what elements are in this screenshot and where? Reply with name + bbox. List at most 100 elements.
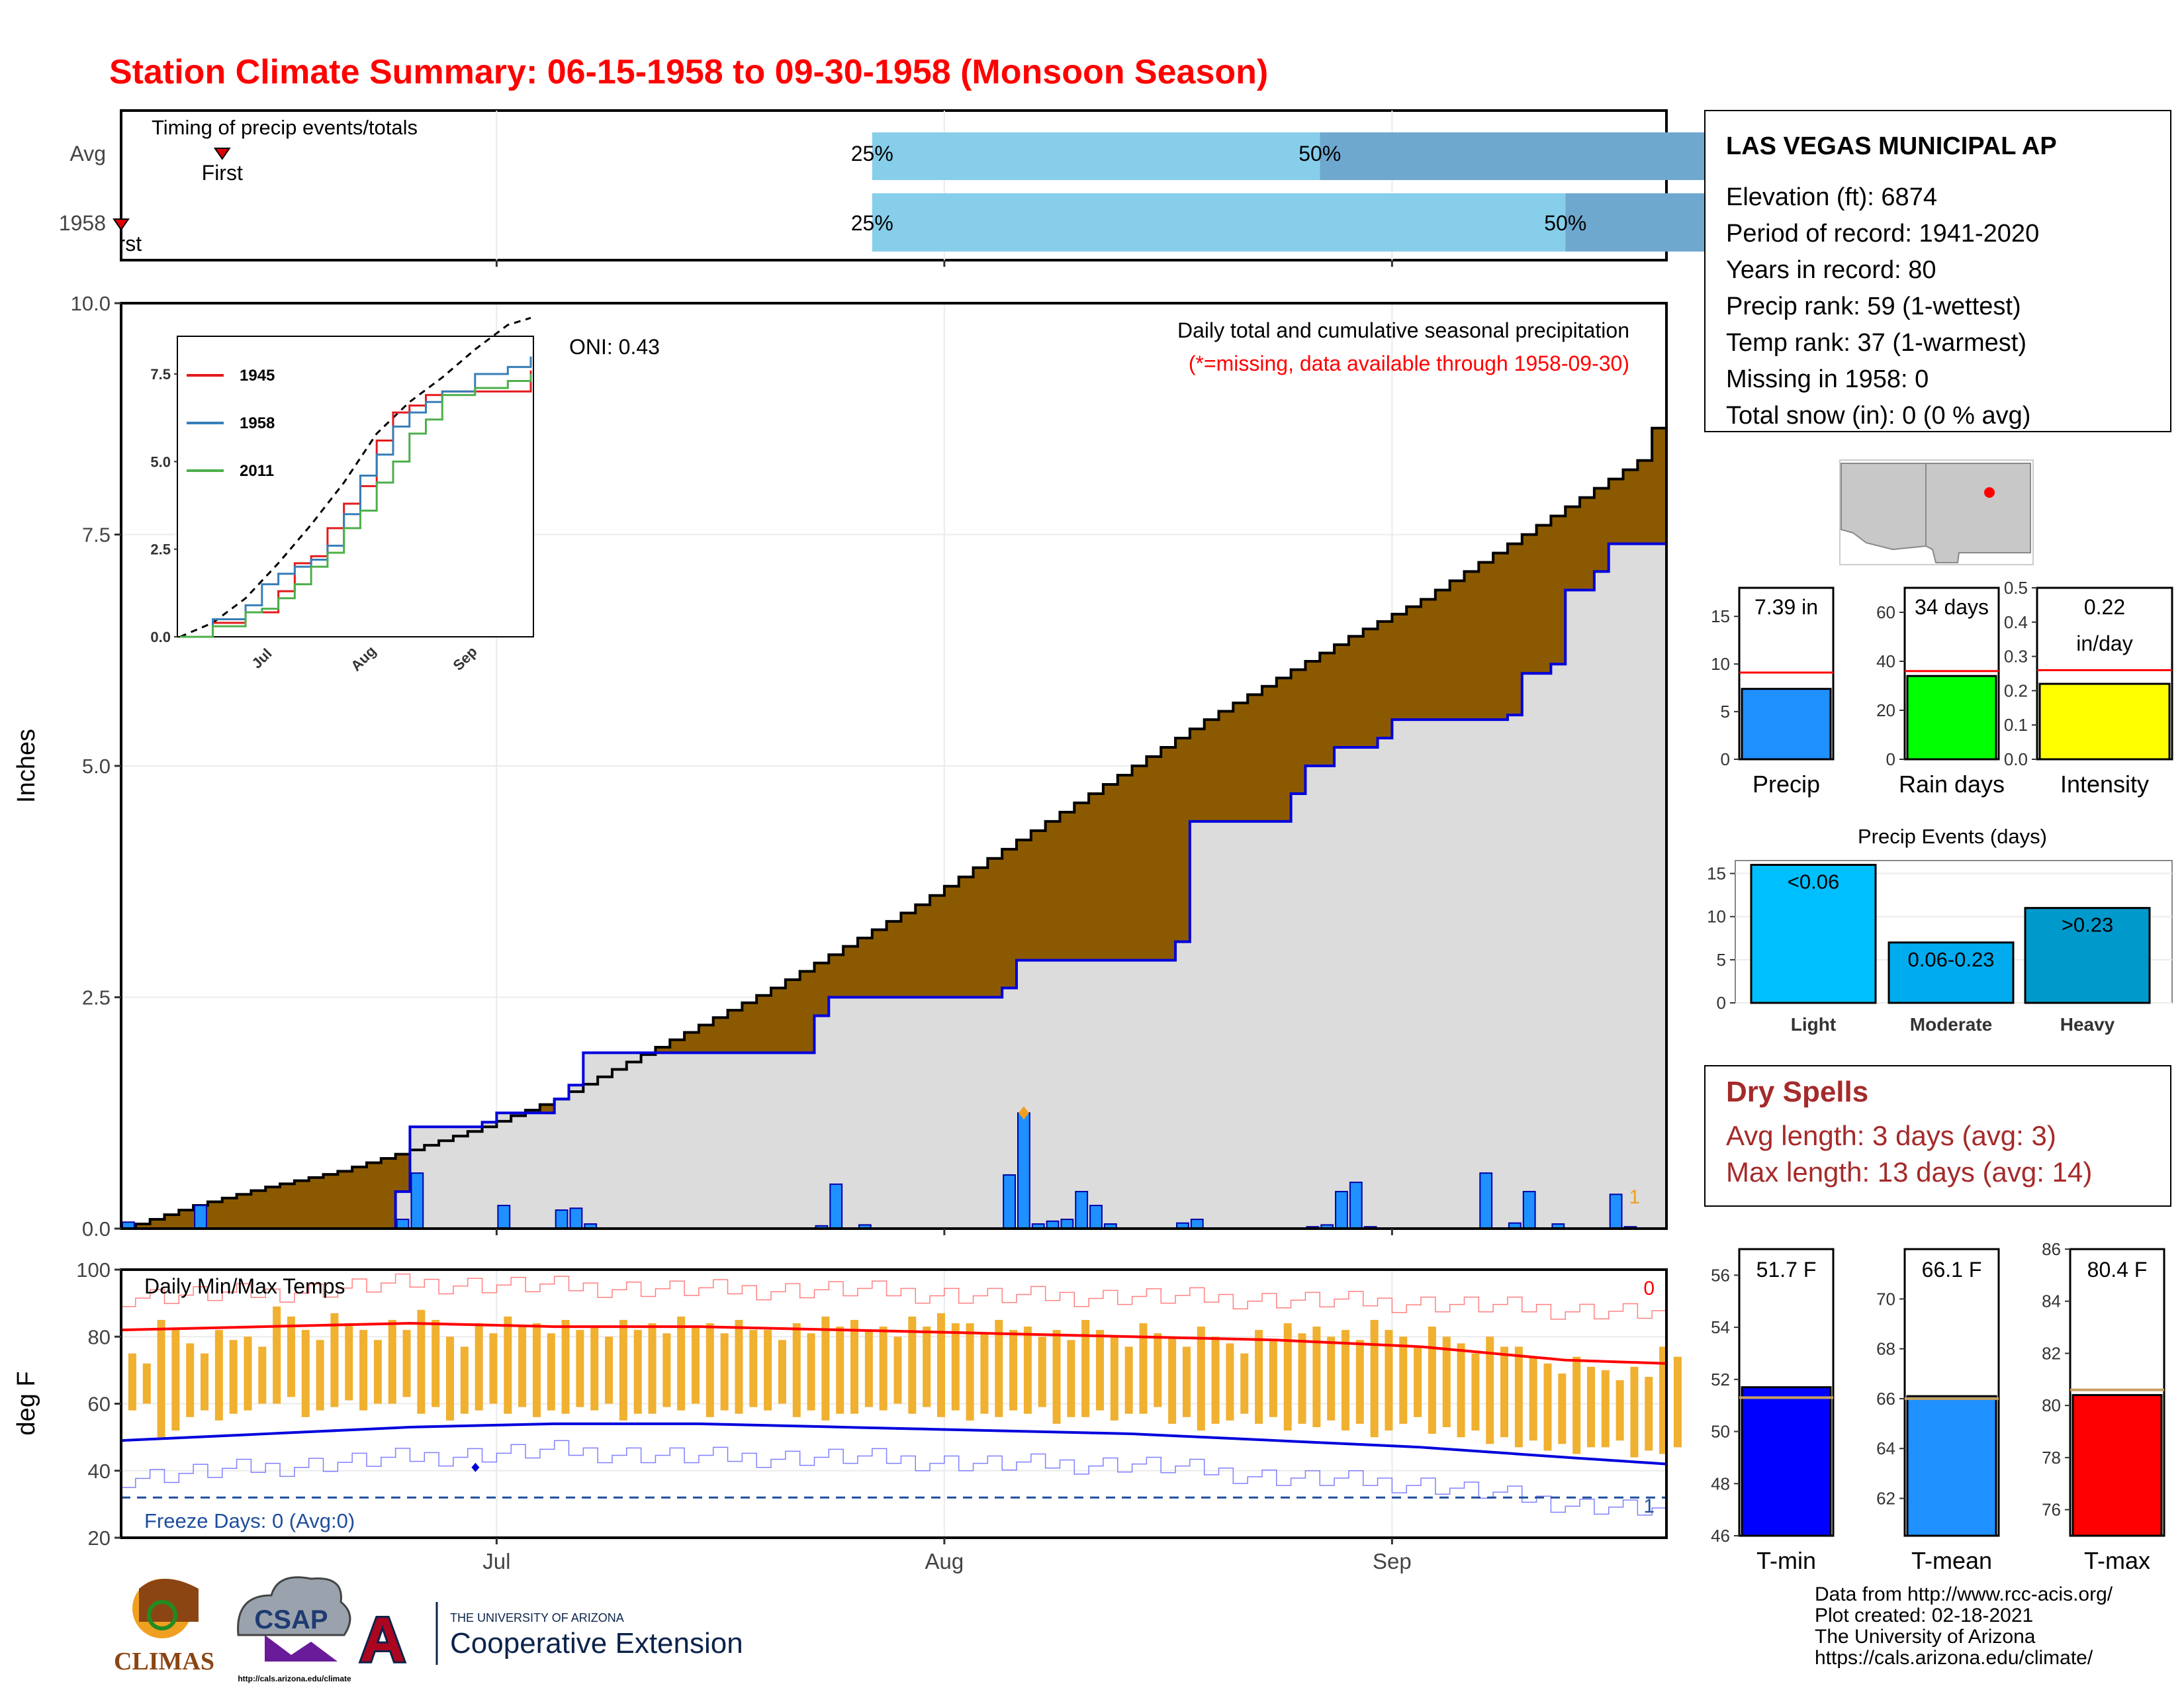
daily-temp-range-bar — [1139, 1323, 1148, 1414]
daily-temp-range-bar — [1211, 1336, 1220, 1424]
temp-y-axis: 20 40 60 80 100 — [76, 1258, 121, 1550]
stat-bar-ytick-label: 5 — [1721, 702, 1730, 722]
timing-p50: 50% — [1298, 142, 1341, 165]
station-line: Total snow (in): 0 (0 % avg) — [1726, 402, 2030, 430]
station-line: Temp rank: 37 (1-warmest) — [1726, 329, 2026, 357]
temp-line-avg-max — [120, 1321, 1667, 1365]
stat-bar-ytick-label: 40 — [1876, 651, 1895, 671]
temp-bar-label: T-mean — [1911, 1547, 1992, 1574]
ua-logo: A THE UNIVERSITY OF ARIZONA Cooperative … — [357, 1602, 743, 1677]
inset-ytick-label: 5.0 — [150, 453, 171, 470]
daily-temp-range-bar — [229, 1340, 238, 1414]
temp-bar-chart-t-min: 46 48 50 52 54 56 51.7 F T-min — [1711, 1248, 1835, 1574]
dry-spells-box: Dry Spells Avg length: 3 days (avg: 3) M… — [1704, 1065, 2171, 1207]
daily-precip-bar — [410, 1172, 424, 1229]
daily-temp-range-bar — [749, 1330, 758, 1407]
inset-ytick-label: 7.5 — [150, 366, 171, 383]
temp-line-record-min — [121, 1440, 1667, 1516]
daily-temp-range-bar — [1442, 1336, 1451, 1427]
daily-temp-range-bar — [1385, 1330, 1393, 1430]
daily-temp-range-bar — [995, 1319, 1003, 1417]
csap-url: http://cals.arizona.edu/climate — [238, 1674, 351, 1683]
ua-a-logo-icon: A — [359, 1605, 405, 1675]
daily-temp-range-bar — [330, 1313, 339, 1407]
temp-bar-ytick-label: 66 — [1876, 1389, 1895, 1409]
events-title: Precip Events (days) — [1858, 825, 2047, 848]
daily-temp-range-bar — [287, 1316, 295, 1397]
events-bar-label: Heavy — [2060, 1014, 2115, 1035]
station-line: Missing in 1958: 0 — [1726, 365, 1929, 393]
events-bar-text: >0.23 — [2062, 914, 2113, 937]
stat-bar-ytick-label: 0.3 — [2004, 647, 2028, 667]
daily-temp-range-bar — [1240, 1353, 1249, 1414]
daily-temp-range-bar — [908, 1316, 917, 1414]
daily-temp-range-bar — [1269, 1340, 1277, 1417]
temp-bar-ytick-label: 80 — [2042, 1395, 2061, 1415]
temp-bar-ytick-label: 54 — [1711, 1317, 1730, 1337]
precip-ytick-label: 2.5 — [82, 986, 111, 1009]
temp-content — [120, 1273, 1682, 1516]
timing-p50: 50% — [1544, 211, 1586, 235]
daily-temp-range-bar — [388, 1319, 396, 1404]
stat-bar-ytick-label: 0 — [1721, 749, 1730, 769]
daily-temp-range-bar — [735, 1319, 743, 1414]
station-name: LAS VEGAS MUNICIPAL AP — [1726, 132, 2057, 160]
month-label: Sep — [1373, 1549, 1412, 1573]
csap-mountain-icon — [265, 1635, 338, 1662]
1958-cumulative-area — [121, 543, 1666, 1229]
stat-bar-ytick-label: 20 — [1876, 700, 1895, 720]
month-axis: Jul Aug Sep — [482, 260, 1412, 1573]
stat-bar-ytick-label: 0.5 — [2004, 578, 2028, 598]
freeze-days: Freeze Days: 0 (Avg:0) — [144, 1509, 355, 1532]
stat-bar-ytick-label: 60 — [1876, 602, 1895, 622]
dry-avg-length: Avg length: 3 days (avg: 3) — [1726, 1120, 2056, 1151]
missing-count: 1 — [1629, 1186, 1640, 1208]
daily-temp-range-bar — [836, 1327, 844, 1414]
daily-temp-range-bar — [1298, 1333, 1306, 1424]
temp-bar-value-text: 66.1 F — [1922, 1258, 1982, 1282]
daily-temp-range-bar — [1414, 1346, 1422, 1417]
daily-temp-range-bar — [619, 1319, 627, 1421]
stat-bar-value-text2: in/day — [2076, 632, 2132, 655]
daily-temp-range-bar — [142, 1363, 151, 1404]
new-mexico-shape — [1925, 463, 2031, 563]
daily-temp-range-bar — [532, 1323, 541, 1417]
temp-bar-value — [1906, 1395, 1997, 1537]
temp-bar-ytick-label: 76 — [2042, 1500, 2061, 1520]
daily-temp-range-bar — [691, 1327, 700, 1404]
daily-temp-range-bar — [1052, 1330, 1061, 1424]
daily-temp-range-bar — [966, 1323, 974, 1421]
inset-series-line-2011 — [180, 373, 532, 638]
daily-temp-range-bar — [764, 1330, 772, 1411]
daily-temp-range-bar — [1067, 1340, 1075, 1417]
stat-bar-value — [1906, 675, 1997, 761]
daily-temp-range-bar — [1572, 1356, 1581, 1454]
daily-temp-range-bar — [1645, 1377, 1653, 1451]
station-frame — [1704, 110, 2171, 432]
daily-temp-range-bar — [1110, 1336, 1118, 1421]
precip-ytick-label: 5.0 — [82, 755, 111, 778]
daily-temp-range-bar — [1096, 1330, 1105, 1411]
temp-line-record-max — [121, 1273, 1667, 1320]
daily-precip-bar — [1089, 1205, 1103, 1230]
temp-ytick-label: 100 — [76, 1258, 111, 1282]
temp-bar-ytick-label: 78 — [2042, 1448, 2061, 1468]
precip-ytick-label: 10.0 — [71, 292, 111, 315]
daily-temp-range-bar — [1009, 1330, 1018, 1411]
precip-panel: 0.02.55.07.510.0 Inches ONI: 0.43 Daily … — [13, 292, 1668, 1241]
climas-text: CLIMAS — [114, 1648, 214, 1675]
daily-precip-bar — [1522, 1191, 1536, 1229]
locator-map — [1839, 459, 2034, 565]
inset-legend-label: 1945 — [240, 367, 275, 385]
daily-temp-range-bar — [402, 1330, 411, 1397]
daily-precip-bar — [1003, 1174, 1016, 1230]
daily-temp-range-bar — [1226, 1343, 1234, 1421]
station-line: Period of record: 1941-2020 — [1726, 220, 2039, 248]
stat-bar-value-text: 0.22 — [2084, 595, 2125, 619]
temp-bar-ytick-label: 86 — [2042, 1239, 2061, 1259]
daily-precip-bar — [497, 1205, 511, 1230]
temp-bar-ytick-label: 52 — [1711, 1370, 1730, 1389]
temp-bar-value — [1741, 1386, 1832, 1537]
daily-temp-range-bar — [1182, 1346, 1191, 1417]
